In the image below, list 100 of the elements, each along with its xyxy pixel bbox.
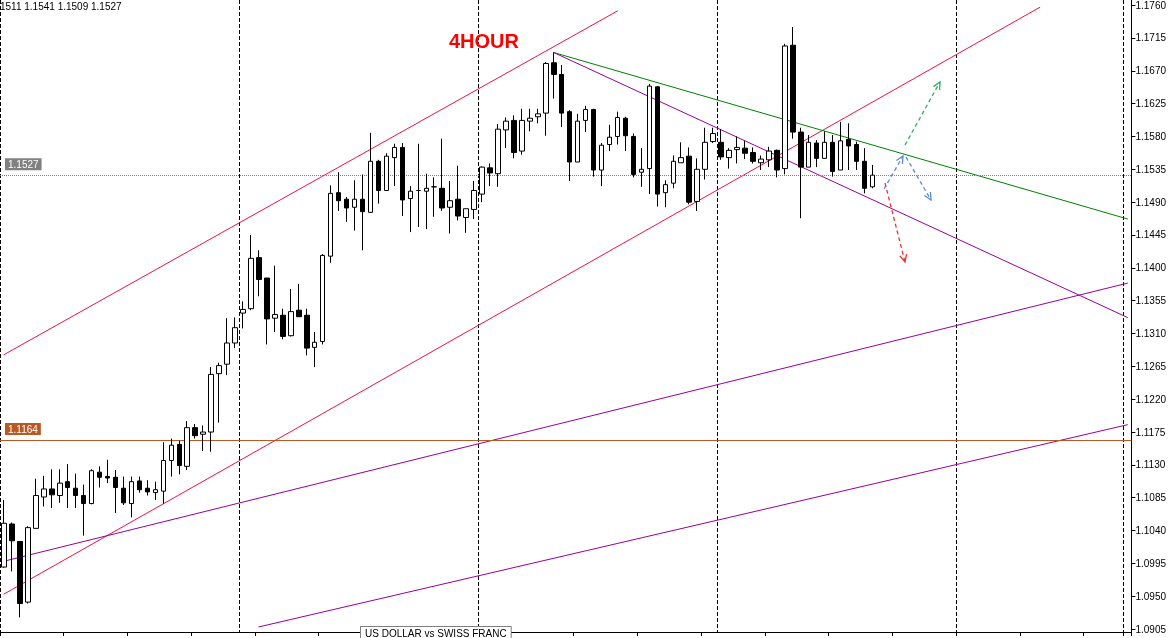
candlestick: [686, 146, 692, 205]
candlestick: [137, 476, 142, 494]
annotation: 1511 1.1541 1.1509 1.1527: [0, 0, 123, 12]
ref-line-label: 1.1164: [8, 423, 39, 435]
candlestick: [280, 308, 286, 340]
candlestick: [439, 138, 445, 212]
candlestick: [200, 424, 206, 452]
candlestick: [41, 475, 47, 507]
candlestick: [264, 277, 270, 345]
candlestick: [216, 362, 222, 424]
candlestick: [296, 283, 302, 318]
y-tick-label: 1.1130: [1135, 459, 1166, 471]
candlestick: [177, 440, 182, 475]
candlestick: [798, 127, 804, 219]
candlestick: [447, 180, 453, 235]
candlestick: [121, 476, 126, 506]
candlestick: [766, 146, 772, 168]
candlestick: [25, 525, 31, 605]
y-tick-label: 1.1580: [1135, 130, 1167, 142]
candlestick: [734, 135, 740, 164]
candlestick: [655, 85, 660, 208]
candlestick: [663, 179, 668, 208]
candlestick: [543, 61, 549, 137]
candlestick: [33, 478, 39, 529]
y-tick-label: 1.1040: [1135, 525, 1167, 537]
y-tick-label: 1.1760: [1135, 0, 1167, 11]
candlestick: [870, 164, 875, 189]
candlestick: [73, 473, 78, 509]
y-tick-label: 1.1625: [1135, 98, 1167, 110]
candlestick: [81, 484, 86, 537]
candlestick: [208, 366, 214, 453]
candlestick: [758, 154, 764, 171]
candlestick: [702, 127, 708, 181]
candlestick: [806, 134, 811, 168]
candlestick: [113, 469, 118, 514]
candlestick: [631, 133, 636, 178]
candlestick: [153, 481, 158, 501]
candlestick: [424, 173, 429, 230]
candlestick: [607, 124, 612, 152]
candlestick: [694, 157, 700, 212]
y-tick-label: 1.1490: [1135, 196, 1167, 208]
candlestick: [161, 441, 166, 505]
candlestick: [782, 43, 788, 175]
candlestick: [336, 171, 341, 212]
candlestick: [224, 317, 230, 376]
candlestick: [535, 108, 541, 124]
candlestick: [726, 147, 732, 170]
candlestick: [400, 142, 405, 217]
candlestick: [408, 185, 413, 233]
candlestick: [671, 154, 676, 189]
candlestick: [846, 122, 851, 171]
candlestick: [591, 108, 596, 178]
candlestick: [838, 121, 843, 171]
text: 4HOUR: [449, 30, 520, 52]
y-tick-label: 1.1670: [1135, 65, 1167, 77]
candlestick: [360, 173, 365, 251]
candlestick: [774, 149, 780, 178]
candlestick: [463, 208, 469, 234]
candlestick: [742, 140, 748, 160]
candlestick: [647, 83, 652, 195]
candlestick: [272, 265, 278, 333]
candlestick: [9, 522, 15, 572]
candlestick: [352, 179, 357, 232]
candlestick: [248, 234, 254, 311]
candlestick: [320, 253, 325, 345]
candlestick: [623, 116, 628, 152]
candlestick: [487, 162, 493, 187]
y-tick-label: 1.1445: [1135, 229, 1167, 241]
candlestick: [551, 52, 557, 100]
candlestick: [854, 141, 859, 171]
y-tick-label: 1.1220: [1135, 393, 1167, 405]
candlestick: [184, 420, 190, 471]
candlestick: [304, 308, 310, 356]
candlestick: [416, 143, 421, 228]
annotation: US DOLLAR vs SWISS FRANC: [365, 627, 507, 638]
ref-line-label: 1.1527: [8, 158, 40, 170]
candlestick: [145, 479, 150, 497]
y-tick-label: 1.1535: [1135, 163, 1167, 175]
candlestick: [256, 249, 262, 297]
y-tick-label: 1.1310: [1135, 328, 1167, 340]
candlestick: [288, 288, 294, 337]
candlestick: [519, 108, 525, 156]
candlestick: [169, 438, 174, 478]
y-tick-label: 1.1085: [1135, 492, 1167, 504]
candlestick: [639, 147, 644, 188]
candlestick: [790, 26, 796, 140]
candlestick: [431, 176, 437, 218]
candlestick: [527, 108, 533, 132]
candlestick: [344, 196, 349, 223]
y-tick-label: 1.0950: [1135, 590, 1167, 602]
candlestick: [57, 468, 63, 504]
candlestick: [615, 111, 620, 145]
candlestick: [559, 64, 564, 128]
candlestick: [830, 134, 835, 178]
candlestick: [750, 146, 756, 164]
candlestick: [192, 423, 198, 440]
y-tick-label: 1.1355: [1135, 295, 1167, 307]
candlestick: [583, 105, 588, 133]
candlestick: [312, 331, 317, 368]
y-tick-label: 1.1715: [1135, 32, 1167, 44]
